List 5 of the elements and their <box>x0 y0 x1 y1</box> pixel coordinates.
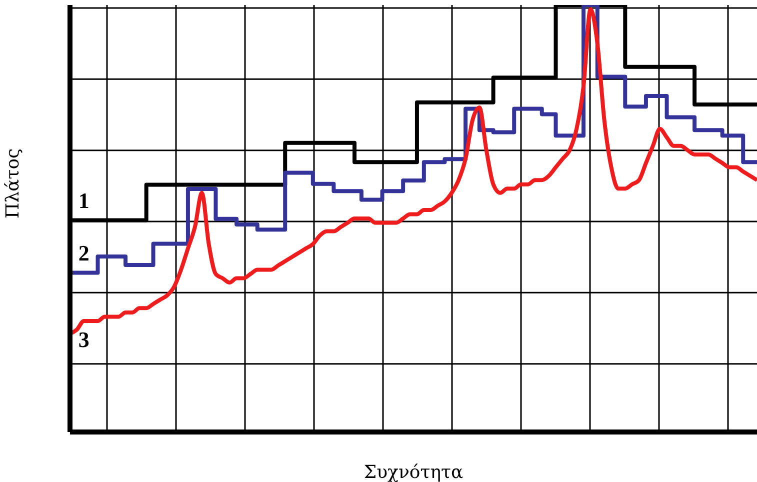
x-axis-title: Συχνότητα <box>364 462 464 482</box>
series-label: 2 <box>78 240 90 266</box>
series-label: 3 <box>78 326 90 352</box>
series-label: 1 <box>78 188 90 214</box>
y-axis-title: Πλάτος <box>2 148 24 218</box>
